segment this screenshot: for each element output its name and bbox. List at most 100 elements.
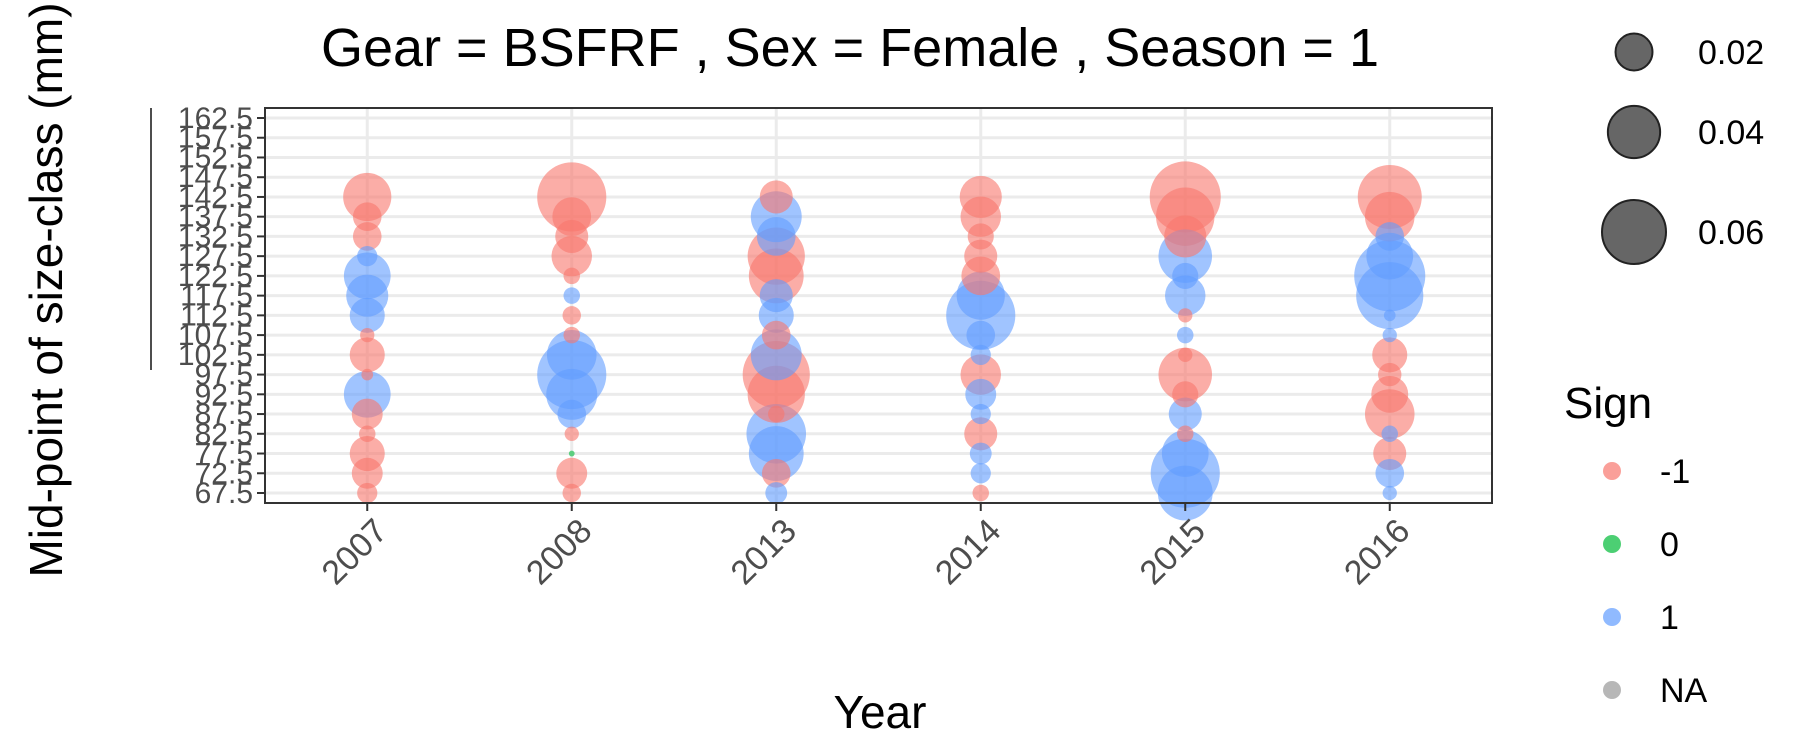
data-point [970, 344, 991, 365]
y-tick-label: 72.5 [195, 457, 253, 490]
data-point [1375, 458, 1405, 488]
data-point [1371, 375, 1409, 413]
data-point [562, 306, 581, 325]
data-point [1382, 485, 1397, 501]
data-point [1158, 347, 1213, 402]
data-point [761, 320, 791, 350]
data-point [361, 368, 374, 381]
data-point [351, 457, 383, 489]
y-tick-label: 87.5 [195, 398, 253, 431]
x-axis-title: Year [834, 686, 927, 738]
data-point [546, 330, 597, 380]
data-point [759, 180, 793, 214]
data-point [563, 326, 581, 344]
data-point [747, 365, 805, 423]
y-tick-label: 102.5 [178, 339, 253, 372]
data-point [1161, 430, 1209, 477]
panel-border [264, 107, 1493, 504]
plot-panel [264, 107, 1493, 521]
data-point [761, 458, 791, 488]
data-point [756, 217, 796, 256]
data-point [965, 378, 997, 410]
data-point [1381, 425, 1399, 443]
y-tick-label: 162.5 [178, 102, 253, 135]
y-tick-label: 67.5 [195, 477, 253, 510]
data-point [750, 329, 802, 381]
data-points [343, 161, 1426, 521]
size-legend: 0.02 0.04 0.06 [1601, 32, 1764, 265]
data-point [1364, 191, 1415, 242]
data-point [352, 222, 382, 251]
color-legend-key [1603, 681, 1621, 699]
grid-lines [265, 108, 1492, 503]
data-point [748, 426, 804, 481]
y-tick-label: 122.5 [178, 260, 253, 293]
data-point [767, 405, 785, 423]
data-point [966, 320, 996, 350]
data-point [960, 196, 1001, 237]
data-point [765, 482, 788, 504]
color-legend-label: NA [1660, 672, 1708, 710]
data-point [357, 482, 378, 504]
data-point [970, 463, 991, 484]
data-point [972, 484, 990, 502]
data-point [964, 239, 998, 273]
data-point [564, 426, 579, 441]
data-point [360, 327, 375, 343]
y-tick-label: 77.5 [195, 438, 253, 471]
color-legend-label: -1 [1660, 453, 1690, 491]
data-point [351, 398, 383, 430]
y-axis: 67.572.577.582.587.592.597.5102.5107.511… [150, 102, 265, 510]
data-point [969, 442, 992, 465]
color-legend-key [1603, 608, 1621, 626]
data-point [967, 223, 994, 250]
chart-title: Gear = BSFRF , Sex = Female , Season = 1 [321, 18, 1379, 78]
color-legend-key [1603, 462, 1621, 480]
y-tick-label: 82.5 [195, 418, 253, 451]
y-tick-label: 97.5 [195, 359, 253, 392]
data-point [1157, 465, 1213, 521]
panel-background [265, 108, 1492, 503]
size-legend-label: 0.06 [1698, 214, 1764, 252]
y-tick-label: 132.5 [178, 220, 253, 253]
color-legend: Sign -1 0 1 NA [1564, 379, 1708, 710]
color-legend-label: 1 [1660, 599, 1679, 637]
y-tick-label: 152.5 [178, 141, 253, 174]
data-point [349, 297, 385, 333]
size-legend-key [1614, 32, 1654, 72]
y-tick-label: 157.5 [178, 122, 253, 155]
size-legend-label: 0.02 [1698, 34, 1764, 72]
y-tick-label: 107.5 [178, 319, 253, 352]
y-axis-title: Mid-point of size-class (mm) [20, 2, 72, 577]
data-point [970, 403, 991, 425]
y-tick-label: 147.5 [178, 161, 253, 194]
data-point [1172, 381, 1199, 408]
data-point [1372, 337, 1408, 373]
size-legend-key [1606, 104, 1662, 160]
data-point [568, 450, 575, 457]
size-legend-label: 0.04 [1698, 114, 1764, 152]
data-point [1172, 262, 1199, 289]
data-point [1382, 327, 1397, 343]
data-point [557, 399, 587, 429]
data-point [1176, 326, 1194, 344]
x-axis: 2007 2008 2013 2014 2015 2016 [315, 503, 1417, 592]
y-tick-label: 142.5 [178, 181, 253, 214]
color-legend-title: Sign [1564, 379, 1652, 428]
data-point [1164, 215, 1207, 258]
data-point [1383, 309, 1396, 322]
data-point [562, 483, 581, 503]
data-point [556, 457, 588, 489]
size-legend-key [1601, 199, 1667, 265]
data-point [546, 368, 598, 420]
data-point [357, 246, 378, 267]
data-point [759, 279, 793, 313]
data-point [349, 337, 385, 373]
data-point [1178, 347, 1193, 362]
data-point [358, 425, 376, 443]
data-point [563, 267, 581, 285]
data-point [563, 287, 581, 304]
y-tick-label: 127.5 [178, 240, 253, 273]
y-tick-label: 117.5 [180, 280, 253, 313]
